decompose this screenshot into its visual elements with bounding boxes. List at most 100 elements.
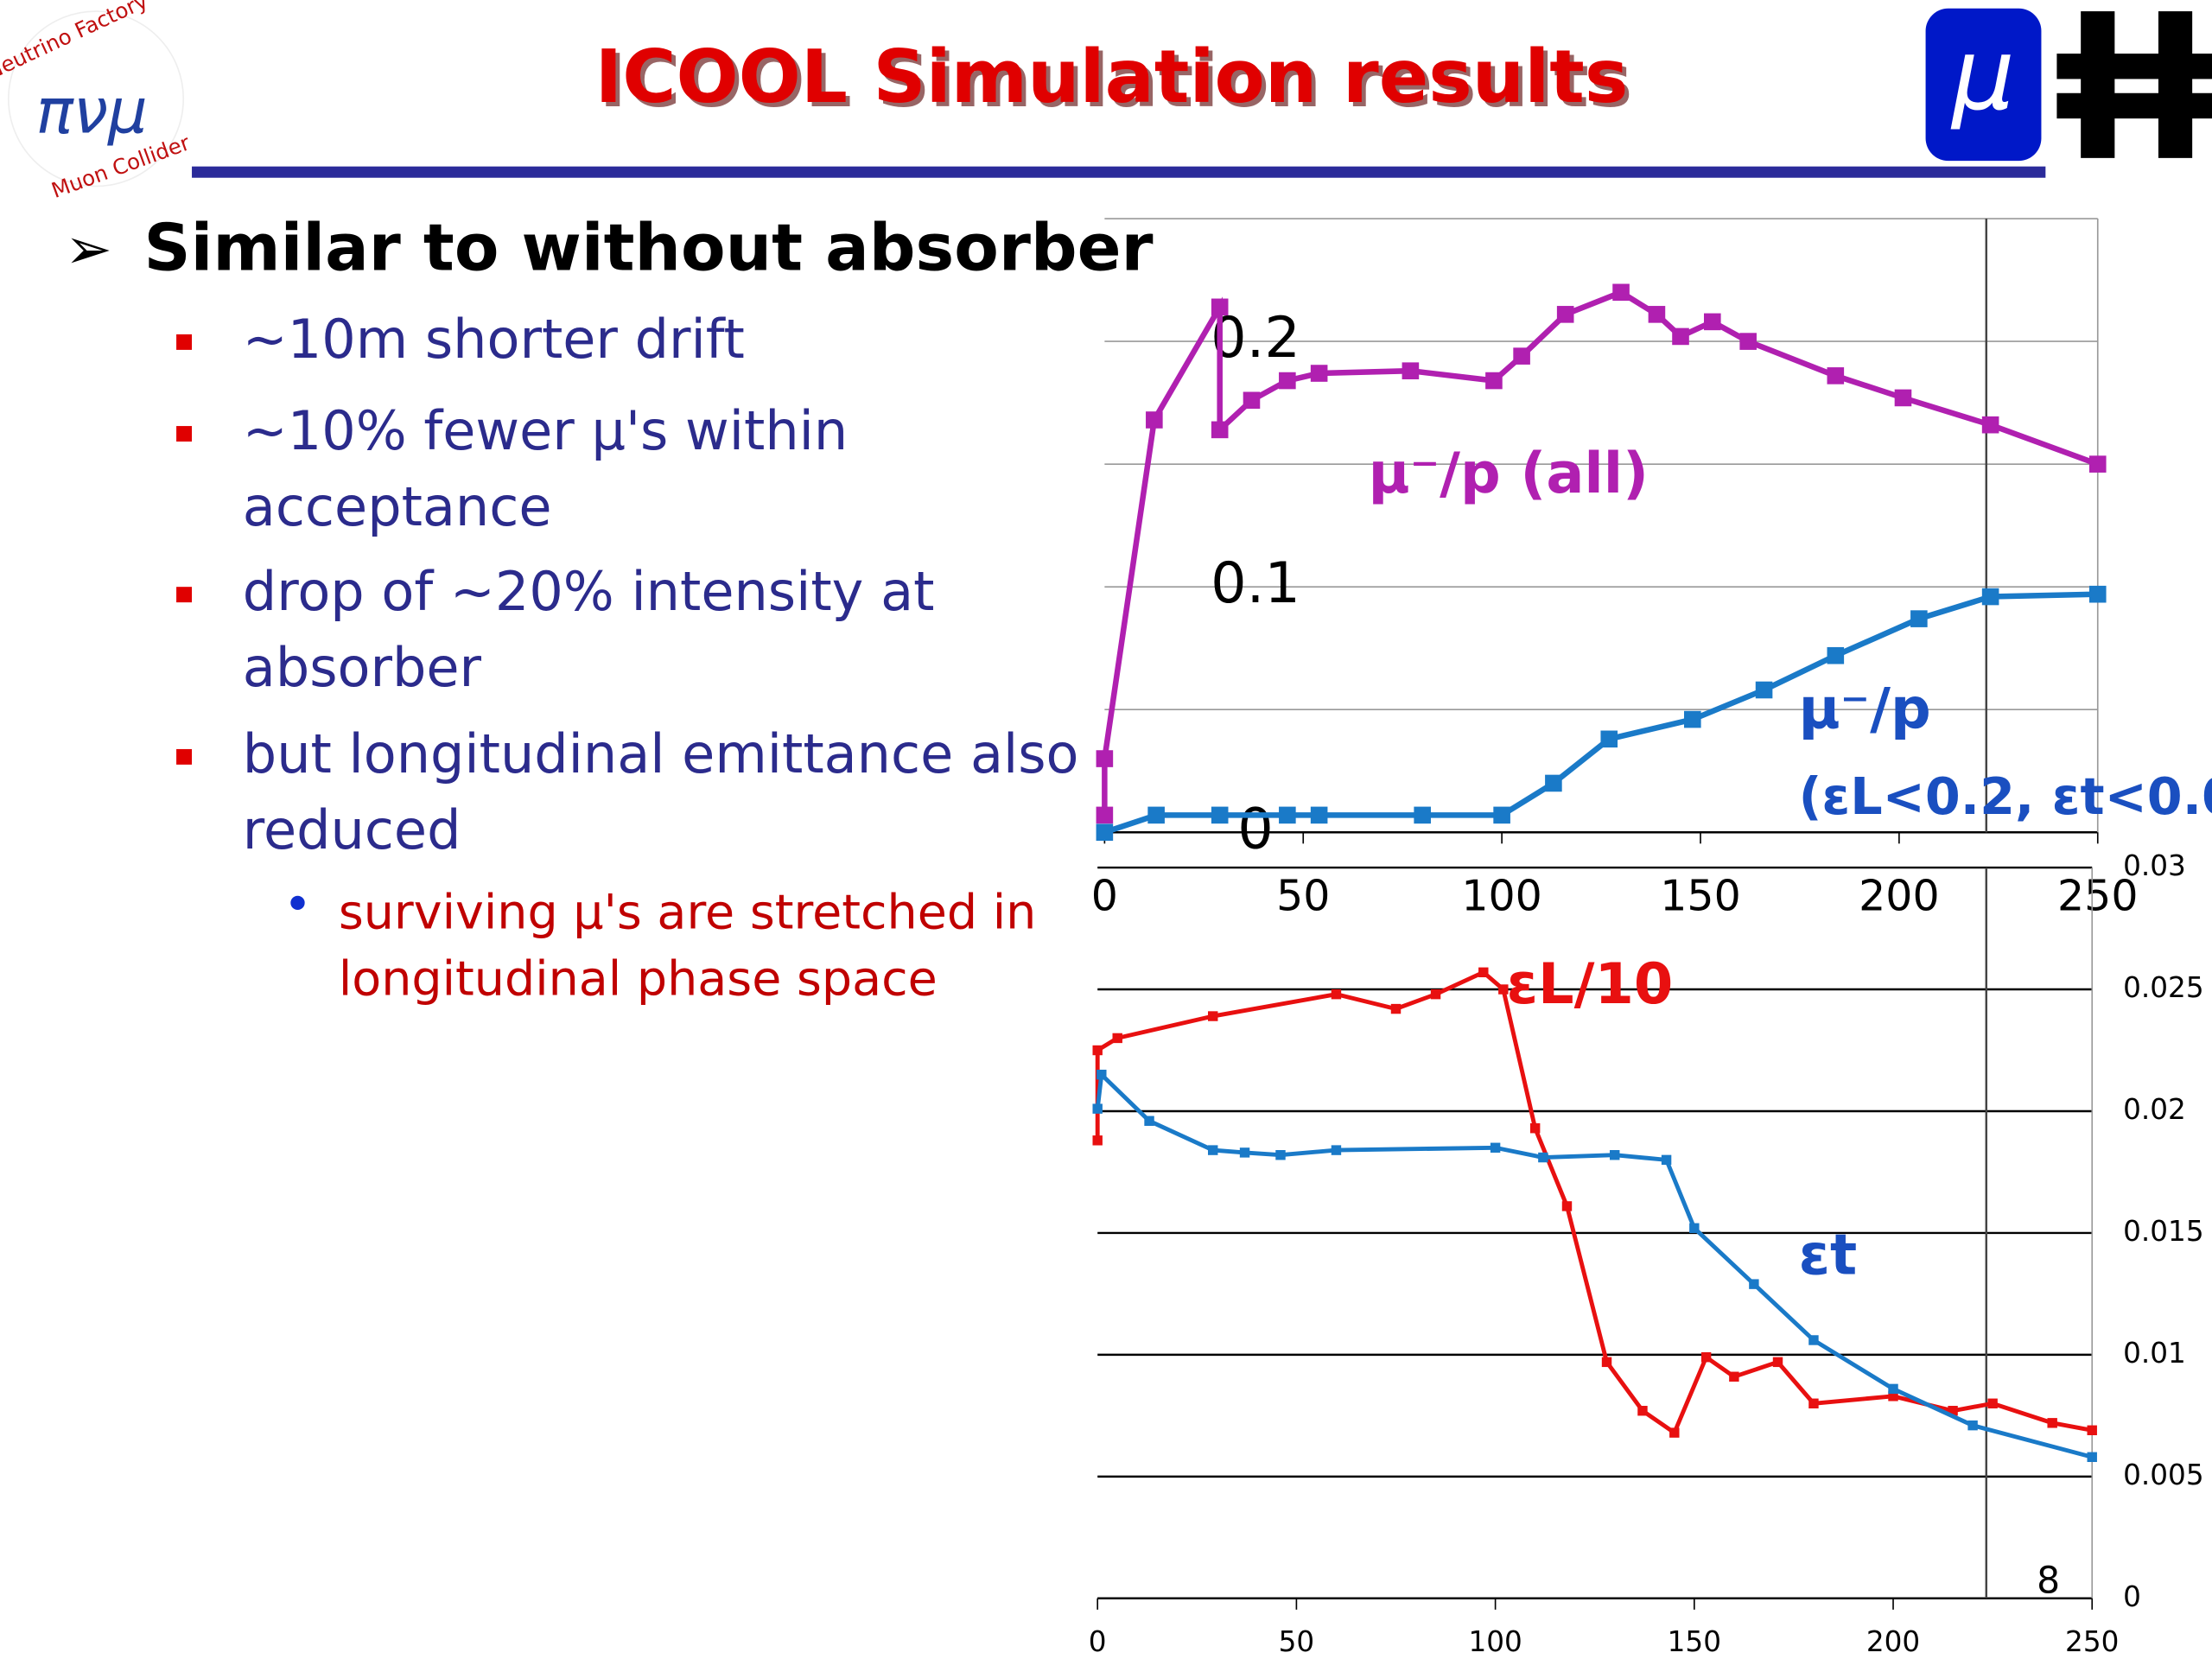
point-marker <box>1096 823 1114 842</box>
point-marker <box>1478 967 1489 978</box>
point-marker <box>1689 1223 1700 1234</box>
point-marker <box>1981 416 1999 434</box>
point-marker <box>1331 988 1342 1000</box>
point-marker <box>1600 730 1618 748</box>
point-marker <box>1808 1398 1819 1408</box>
logo-mu <box>1925 8 2042 162</box>
bullet-text: ~10m shorter drift <box>243 308 745 371</box>
point-marker <box>1601 1357 1612 1368</box>
point-marker <box>1729 1371 1739 1382</box>
point-marker <box>1703 313 1721 331</box>
logo-fermilab <box>2056 11 2212 158</box>
point-marker <box>1096 1069 1107 1080</box>
logo-text: Neutrino Factory <box>0 0 151 85</box>
point-marker <box>1092 1103 1103 1114</box>
x-tick-label: 100 <box>1461 871 1541 920</box>
heading: Similar to without absorber <box>144 210 1154 286</box>
point-marker <box>1561 1201 1573 1211</box>
title-rule <box>192 166 2046 178</box>
point-marker <box>1987 1398 1998 1408</box>
bullet-text: reduced <box>243 798 461 861</box>
point-marker <box>1208 1145 1218 1155</box>
y-tick-label: 0.2 <box>1211 305 1300 371</box>
point-marker <box>1910 610 1928 627</box>
point-marker <box>1672 327 1689 346</box>
point-marker <box>1637 1406 1648 1416</box>
point-marker <box>1967 1420 1978 1431</box>
point-marker <box>1513 347 1530 365</box>
point-marker <box>1772 1357 1783 1368</box>
series-line <box>1095 1070 2093 1459</box>
arrow-bullet: ➢ <box>65 216 112 282</box>
point-marker <box>1755 681 1773 699</box>
point-marker <box>1612 283 1630 302</box>
x-tick-label: 200 <box>1859 871 1939 920</box>
series-line <box>1095 969 2093 1436</box>
point-marker <box>1545 774 1562 792</box>
point-marker <box>1239 1147 1250 1158</box>
point-marker <box>1430 988 1441 1000</box>
bullet-square <box>176 426 193 442</box>
point-marker <box>1827 646 1845 664</box>
point-marker <box>1700 1351 1712 1363</box>
point-marker <box>2087 1425 2097 1435</box>
x-tick-label: 150 <box>1668 1625 1721 1658</box>
logo-left: Neutrino Factory Muon Collider πνμ <box>0 0 194 203</box>
x-tick-label: 250 <box>2065 1625 2119 1658</box>
series-note: (εL<0.2, εt<0.03) <box>1799 766 2212 826</box>
point-marker <box>1529 1123 1541 1134</box>
bullet-text: absorber <box>243 636 482 699</box>
bullet-text: but longitudinal emittance also <box>243 722 1079 785</box>
point-marker <box>2087 1452 2097 1463</box>
point-marker <box>1739 333 1757 350</box>
point-marker <box>1144 1116 1154 1126</box>
x-tick-label: 150 <box>1660 871 1740 920</box>
point-marker <box>1808 1335 1819 1345</box>
title-shadow: ICOOL Simulation results <box>600 39 1633 124</box>
point-marker <box>2088 455 2107 473</box>
y-tick-label: 0 <box>1237 796 1274 861</box>
point-marker <box>1096 750 1114 767</box>
point-marker <box>1490 1142 1501 1153</box>
point-marker <box>1331 1145 1342 1155</box>
y-tick-label: 0.025 <box>2123 971 2203 1004</box>
sub-bullet-text: surviving μ's are stretched in <box>339 885 1037 941</box>
point-marker <box>2047 1418 2057 1428</box>
point-marker <box>1948 1406 1958 1416</box>
point-marker <box>1661 1154 1672 1166</box>
y-tick-label: 0.1 <box>1211 550 1300 616</box>
point-marker <box>1211 421 1229 439</box>
point-marker <box>1390 1003 1402 1014</box>
point-marker <box>1827 367 1845 385</box>
point-marker <box>1402 362 1420 379</box>
point-marker <box>1610 1150 1620 1160</box>
point-marker <box>2088 585 2107 603</box>
point-marker <box>1310 806 1328 824</box>
bullet-square <box>176 748 193 765</box>
y-tick-label: 0.03 <box>2123 849 2186 882</box>
point-marker <box>1538 1152 1548 1163</box>
point-marker <box>1146 411 1163 429</box>
point-marker <box>1498 984 1509 995</box>
series-label: μ⁻/p <box>1799 677 1931 742</box>
point-marker <box>1275 1150 1286 1160</box>
bullet-text: ~10% fewer μ's within <box>243 399 848 462</box>
x-tick-label: 50 <box>1276 871 1330 920</box>
point-marker <box>1493 806 1510 824</box>
point-marker <box>1279 372 1296 390</box>
x-tick-label: 0 <box>1089 1625 1107 1658</box>
bullet-text: drop of ~20% intensity at <box>243 560 935 623</box>
logo-glyph: πνμ <box>36 74 148 147</box>
point-marker <box>1669 1427 1680 1438</box>
y-tick-label: 0.01 <box>2123 1337 2186 1370</box>
x-tick-label: 100 <box>1468 1625 1522 1658</box>
point-marker <box>1684 710 1701 728</box>
bullet-text: acceptance <box>243 475 552 538</box>
y-tick-label: 0.005 <box>2123 1459 2203 1491</box>
point-marker <box>1092 1045 1103 1056</box>
point-marker <box>1092 1135 1103 1146</box>
point-marker <box>1147 806 1165 824</box>
point-marker <box>1648 306 1666 323</box>
point-marker <box>1208 1011 1218 1021</box>
